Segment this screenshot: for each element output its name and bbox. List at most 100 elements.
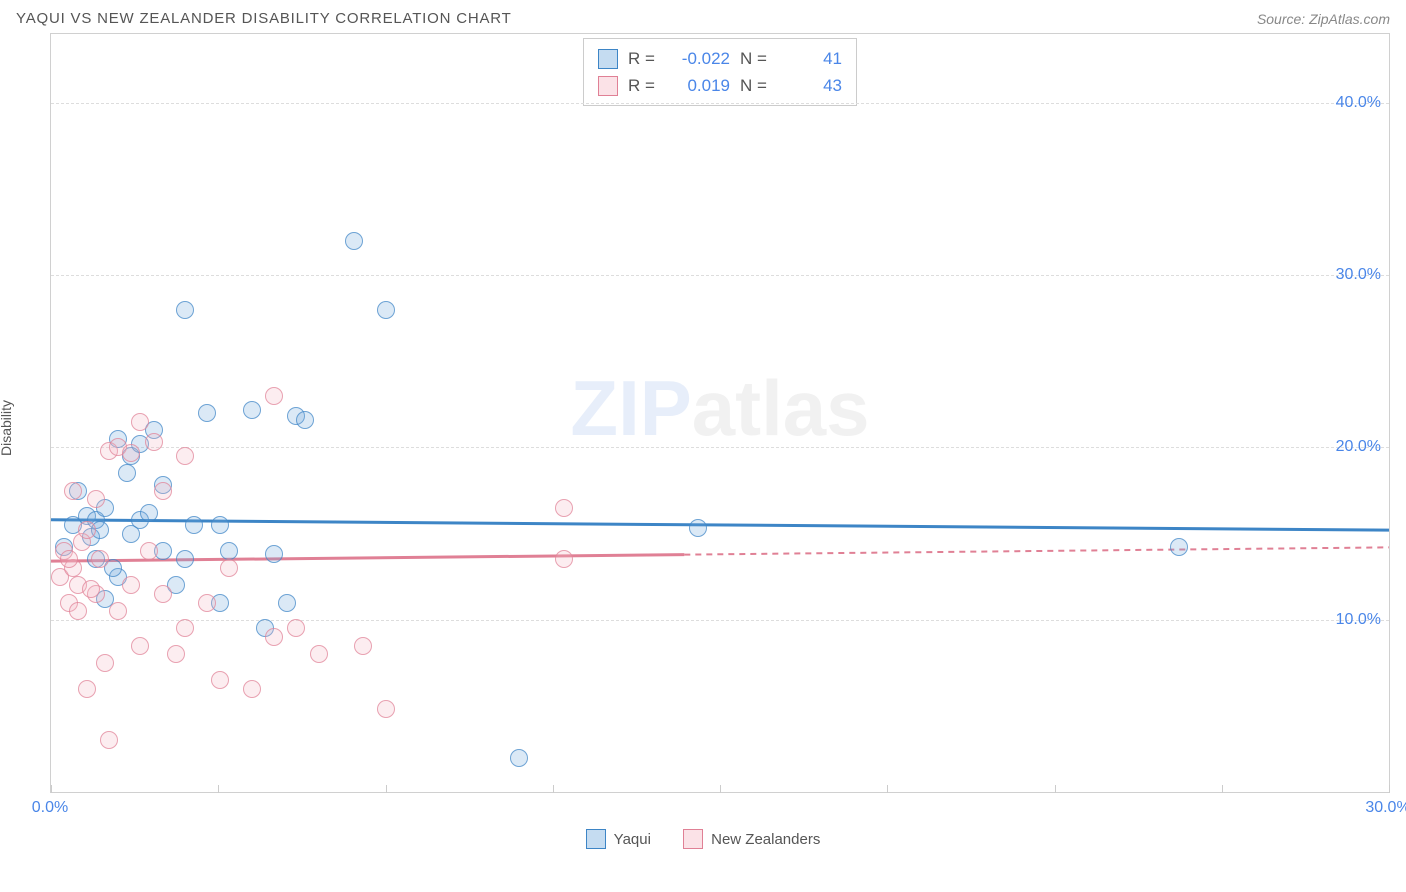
swatch-yaqui bbox=[598, 49, 618, 69]
data-point bbox=[78, 521, 96, 539]
ytick-label: 30.0% bbox=[1336, 266, 1381, 284]
source-label: Source: ZipAtlas.com bbox=[1257, 11, 1390, 27]
header: YAQUI VS NEW ZEALANDER DISABILITY CORREL… bbox=[10, 10, 1396, 33]
data-point bbox=[278, 594, 296, 612]
r-label-2: R = bbox=[628, 72, 660, 99]
data-point bbox=[131, 637, 149, 655]
data-point bbox=[354, 637, 372, 655]
data-point bbox=[555, 499, 573, 517]
data-point bbox=[109, 602, 127, 620]
xtick-mark bbox=[720, 785, 721, 793]
data-point bbox=[689, 519, 707, 537]
n-value-2: 43 bbox=[782, 72, 842, 99]
data-point bbox=[243, 680, 261, 698]
data-point bbox=[64, 482, 82, 500]
ytick-label: 10.0% bbox=[1336, 611, 1381, 629]
chart-title: YAQUI VS NEW ZEALANDER DISABILITY CORREL… bbox=[16, 10, 512, 27]
data-point bbox=[220, 542, 238, 560]
legend-label-yaqui: Yaqui bbox=[614, 831, 651, 848]
data-point bbox=[287, 619, 305, 637]
xtick-mark bbox=[51, 785, 52, 793]
data-point bbox=[176, 619, 194, 637]
data-point bbox=[167, 645, 185, 663]
data-point bbox=[555, 550, 573, 568]
n-label-1: N = bbox=[740, 45, 772, 72]
data-point bbox=[265, 545, 283, 563]
data-point bbox=[265, 387, 283, 405]
xtick-mark bbox=[553, 785, 554, 793]
ytick-label: 20.0% bbox=[1336, 438, 1381, 456]
data-point bbox=[211, 671, 229, 689]
data-point bbox=[377, 700, 395, 718]
gridline bbox=[51, 620, 1389, 621]
legend-item-yaqui: Yaqui bbox=[586, 829, 651, 849]
data-point bbox=[154, 482, 172, 500]
gridline bbox=[51, 447, 1389, 448]
data-point bbox=[345, 232, 363, 250]
data-point bbox=[69, 602, 87, 620]
data-point bbox=[60, 550, 78, 568]
r-label-1: R = bbox=[628, 45, 660, 72]
data-point bbox=[87, 490, 105, 508]
plot-area: ZIPatlas R = -0.022 N = 41 R = 0.019 N =… bbox=[50, 33, 1390, 793]
stats-box: R = -0.022 N = 41 R = 0.019 N = 43 bbox=[583, 38, 857, 106]
data-point bbox=[78, 680, 96, 698]
xtick-label: 0.0% bbox=[32, 799, 68, 817]
xtick-label: 30.0% bbox=[1365, 799, 1406, 817]
r-value-1: -0.022 bbox=[670, 45, 730, 72]
data-point bbox=[176, 301, 194, 319]
chart-container: YAQUI VS NEW ZEALANDER DISABILITY CORREL… bbox=[10, 10, 1396, 882]
data-point bbox=[176, 550, 194, 568]
y-axis-label: Disability bbox=[0, 400, 14, 456]
ytick-label: 40.0% bbox=[1336, 94, 1381, 112]
xtick-mark bbox=[887, 785, 888, 793]
plot-wrap: Disability ZIPatlas R = -0.022 N = 41 R … bbox=[10, 33, 1396, 823]
legend-item-nz: New Zealanders bbox=[683, 829, 820, 849]
r-value-2: 0.019 bbox=[670, 72, 730, 99]
xtick-mark bbox=[1055, 785, 1056, 793]
data-point bbox=[296, 411, 314, 429]
data-point bbox=[265, 628, 283, 646]
data-point bbox=[154, 585, 172, 603]
data-point bbox=[122, 444, 140, 462]
data-point bbox=[96, 654, 114, 672]
gridline bbox=[51, 103, 1389, 104]
legend-swatch-nz bbox=[683, 829, 703, 849]
watermark: ZIPatlas bbox=[570, 363, 869, 454]
legend-label-nz: New Zealanders bbox=[711, 831, 820, 848]
watermark-atlas: atlas bbox=[692, 364, 870, 452]
n-label-2: N = bbox=[740, 72, 772, 99]
data-point bbox=[91, 550, 109, 568]
legend-swatch-yaqui bbox=[586, 829, 606, 849]
xtick-mark bbox=[218, 785, 219, 793]
stats-row-1: R = -0.022 N = 41 bbox=[598, 45, 842, 72]
data-point bbox=[131, 413, 149, 431]
xtick-mark bbox=[386, 785, 387, 793]
data-point bbox=[510, 749, 528, 767]
data-point bbox=[140, 542, 158, 560]
data-point bbox=[82, 580, 100, 598]
data-point bbox=[1170, 538, 1188, 556]
data-point bbox=[185, 516, 203, 534]
data-point bbox=[198, 404, 216, 422]
n-value-1: 41 bbox=[782, 45, 842, 72]
xtick-mark bbox=[1222, 785, 1223, 793]
data-point bbox=[100, 731, 118, 749]
watermark-zip: ZIP bbox=[570, 364, 691, 452]
data-point bbox=[176, 447, 194, 465]
data-point bbox=[377, 301, 395, 319]
data-point bbox=[243, 401, 261, 419]
data-point bbox=[310, 645, 328, 663]
xtick-mark bbox=[1389, 785, 1390, 793]
data-point bbox=[118, 464, 136, 482]
data-point bbox=[145, 433, 163, 451]
data-point bbox=[198, 594, 216, 612]
stats-row-2: R = 0.019 N = 43 bbox=[598, 72, 842, 99]
swatch-nz bbox=[598, 76, 618, 96]
data-point bbox=[211, 516, 229, 534]
bottom-legend: Yaqui New Zealanders bbox=[10, 823, 1396, 853]
data-point bbox=[220, 559, 238, 577]
data-point bbox=[140, 504, 158, 522]
data-point bbox=[122, 576, 140, 594]
gridline bbox=[51, 275, 1389, 276]
